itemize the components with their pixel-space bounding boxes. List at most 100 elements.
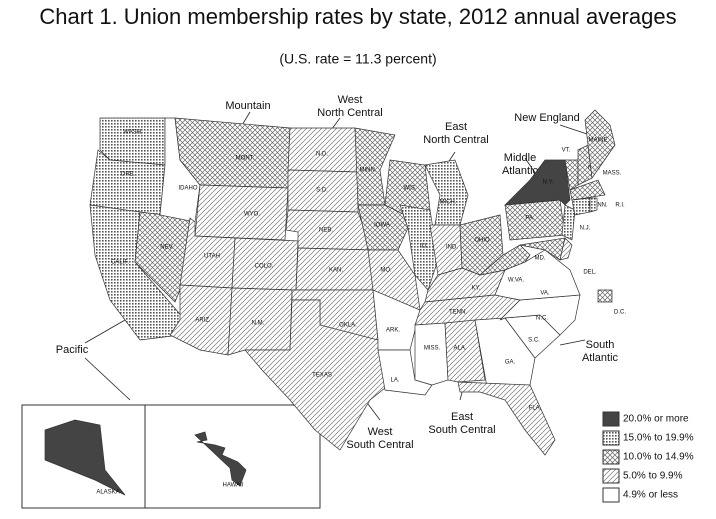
state	[244, 299, 386, 451]
state-label: N.Y.	[543, 180, 554, 186]
region-label: South Central	[428, 424, 495, 436]
state	[571, 197, 591, 216]
state-label: ORE.	[121, 172, 136, 178]
region-label: South	[586, 339, 615, 351]
state-label: IDAHO	[178, 186, 197, 192]
state-label: TEXAS	[312, 373, 332, 379]
state-label: CALIF.	[111, 260, 129, 266]
state-label: COLO.	[255, 264, 274, 270]
state	[504, 199, 566, 241]
title: Chart 1. Union membership rates by state…	[39, 4, 676, 29]
state	[194, 184, 289, 241]
region-label: Mountain	[225, 100, 270, 112]
region-label: West	[338, 94, 363, 106]
state	[194, 431, 247, 487]
state-label: LA.	[390, 378, 399, 384]
state-label: OHIO	[474, 238, 490, 244]
state-label: NEV.	[160, 245, 174, 251]
state	[354, 127, 396, 206]
region-label: New England	[514, 112, 579, 124]
state-label: TENN.	[449, 310, 467, 316]
state-label: IND.	[446, 245, 458, 251]
state-label: MONT.	[236, 156, 255, 162]
state	[559, 237, 573, 261]
state-label: S.C.	[528, 338, 540, 344]
state	[561, 204, 576, 241]
state-label: KY.	[472, 286, 481, 292]
region-label: West	[368, 426, 393, 438]
state-label: N.M.	[252, 321, 265, 327]
legend-swatch	[602, 468, 620, 484]
state-label: KAN.	[329, 268, 343, 274]
state	[597, 289, 613, 303]
state-label: N.C.	[536, 316, 548, 322]
state-label: DEL.	[583, 270, 597, 276]
state-label: CONN.	[588, 203, 608, 209]
state-label: MISS.	[424, 346, 441, 352]
state-label: N.D.	[316, 152, 328, 158]
state-label: MASS.	[603, 171, 622, 177]
state-label: FLA.	[529, 406, 542, 412]
state-label: VA.	[540, 291, 550, 297]
legend-label: 15.0% to 19.9%	[623, 433, 694, 444]
state	[584, 109, 616, 179]
state-label: MAINE	[588, 138, 607, 144]
region-label: North Central	[317, 107, 382, 119]
state	[504, 159, 571, 206]
state	[457, 381, 556, 456]
state	[414, 322, 449, 386]
state-label: MICH.	[440, 200, 457, 206]
state-label: MD.	[535, 256, 546, 262]
state-label: WIS.	[404, 186, 417, 192]
legend-swatch	[602, 411, 620, 427]
state-label: ARK.	[386, 328, 400, 334]
state-label: PA.	[525, 216, 535, 222]
state	[444, 319, 486, 383]
state-label: R.I.	[615, 203, 625, 209]
state-label: N.J.	[580, 226, 591, 232]
state-label: MO.	[380, 268, 392, 274]
state	[424, 159, 469, 226]
state-label: W.VA.	[508, 278, 525, 284]
legend-label: 20.0% or more	[623, 414, 689, 425]
region-label: Atlantic	[582, 352, 619, 364]
state	[287, 127, 359, 173]
hawaii-inset	[144, 404, 321, 509]
region-label: South Central	[346, 439, 413, 451]
legend-label: 5.0% to 9.9%	[623, 471, 683, 482]
state-label: MINN.	[360, 168, 377, 174]
legend-label: 10.0% to 14.9%	[623, 452, 694, 463]
state	[569, 179, 606, 201]
state-label: GA.	[505, 360, 516, 366]
state-label: D.C.	[614, 310, 626, 316]
region-label: Atlantic	[502, 165, 539, 177]
legend-swatch	[602, 487, 620, 503]
subtitle: (U.S. rate = 11.3 percent)	[279, 51, 436, 67]
state	[589, 197, 598, 213]
state-label: VT.	[562, 148, 571, 154]
legend-swatch	[602, 449, 620, 465]
state	[99, 117, 166, 166]
state-label: OKLA.	[339, 323, 357, 329]
state	[44, 419, 126, 496]
legend-swatch	[602, 430, 620, 446]
state-label: ARIZ.	[195, 318, 211, 324]
legend-label: 4.9% or less	[623, 490, 678, 501]
state-label: NEB.	[319, 228, 333, 234]
state-label: S.D.	[316, 188, 328, 194]
state-label: ILL.	[420, 244, 430, 250]
state-label: WASH.	[123, 130, 143, 136]
state-label: IOWA	[374, 223, 390, 229]
state-label: ALASKA	[96, 490, 119, 496]
state-label: HAWAII	[223, 483, 244, 489]
state-label: ALA.	[453, 346, 466, 352]
state	[474, 317, 536, 388]
region-label: North Central	[423, 134, 488, 146]
state-label: UTAH	[204, 254, 220, 260]
region-label: East	[451, 411, 473, 423]
region-label: Middle	[504, 152, 536, 164]
region-label: Pacific	[56, 344, 89, 356]
state-label: WYO.	[244, 212, 260, 218]
region-label: East	[445, 121, 467, 133]
